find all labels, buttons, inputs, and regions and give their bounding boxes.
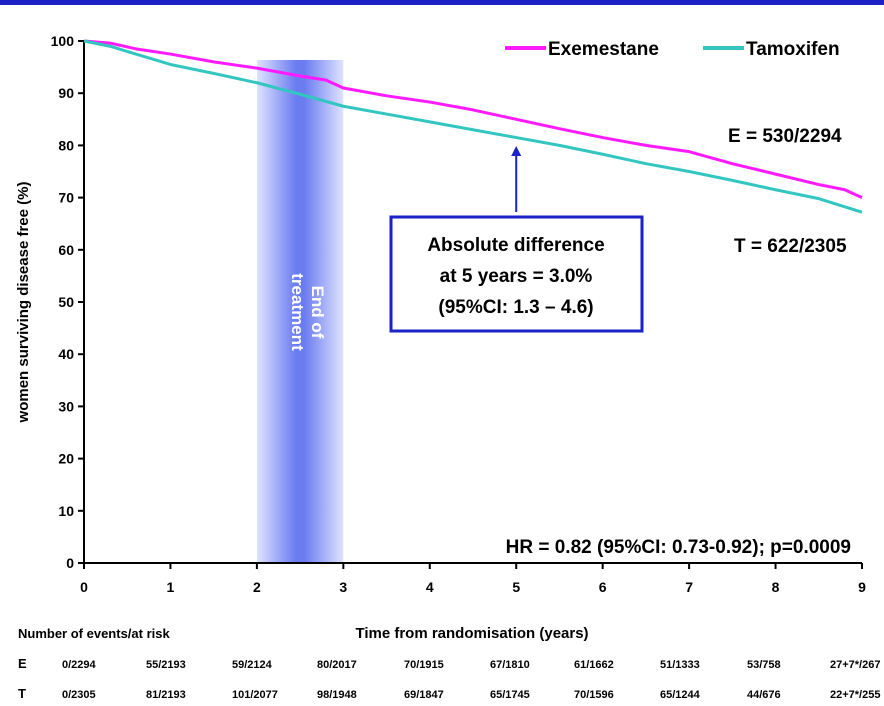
risk-cell: 81/2193 (146, 689, 186, 701)
x-tick-label: 3 (339, 579, 347, 595)
difference-box-line3: (95%CI: 1.3 – 4.6) (438, 297, 593, 318)
x-tick-label: 2 (253, 579, 261, 595)
x-ticks: 0 1 2 3 4 5 6 7 8 9 (80, 563, 866, 595)
x-tick-label: 6 (599, 579, 607, 595)
x-tick-label: 7 (685, 579, 693, 595)
band-label-line2: treatment (288, 273, 307, 351)
end-of-treatment-band (256, 60, 344, 563)
risk-cell: 80/2017 (317, 659, 357, 671)
difference-box-line1: Absolute difference (427, 235, 604, 256)
top-rule (0, 0, 884, 5)
series-line-exemestane (83, 39, 863, 199)
difference-box (389, 215, 644, 333)
y-tick-label: 90 (58, 85, 74, 101)
risk-cell: 70/1915 (404, 659, 444, 671)
x-tick-label: 9 (858, 579, 866, 595)
risk-cell: 0/2294 (62, 659, 97, 671)
tamoxifen-events-label: T = 622/2305 (734, 236, 847, 257)
risk-cell: 70/1596 (574, 689, 614, 701)
legend-label-exemestane: Exemestane (548, 39, 659, 60)
x-tick-label: 8 (772, 579, 780, 595)
legend: Exemestane Tamoxifen (505, 39, 840, 60)
x-tick-label: 1 (167, 579, 175, 595)
y-tick-label: 60 (58, 242, 74, 258)
y-tick-label: 20 (58, 451, 74, 467)
risk-table-cells: 0/2294 55/2193 59/2124 80/2017 70/1915 67/181… (62, 659, 880, 701)
y-ticks: 0 10 20 30 40 50 60 70 80 90 100 (51, 33, 84, 571)
risk-cell: 44/676 (747, 689, 781, 701)
risk-cell: 69/1847 (404, 689, 444, 701)
risk-cell: 65/1745 (490, 689, 530, 701)
risk-cell: 101/2077 (232, 689, 278, 701)
y-tick-label: 0 (66, 555, 74, 571)
y-tick-label: 40 (58, 346, 74, 362)
x-tick-label: 4 (426, 579, 434, 595)
difference-box-line2: at 5 years = 3.0% (440, 266, 593, 287)
risk-cell: 67/1810 (490, 659, 530, 671)
risk-cell: 0/2305 (62, 689, 96, 701)
risk-cell: 61/1662 (574, 659, 614, 671)
x-axis-title: Time from randomisation (years) (355, 625, 588, 642)
risk-cell: 98/1948 (317, 689, 357, 701)
exemestane-events-label: E = 530/2294 (728, 126, 842, 147)
y-tick-label: 70 (58, 190, 74, 206)
series-group (83, 39, 863, 214)
y-tick-label: 10 (58, 503, 74, 519)
risk-table-header: Number of events/at risk (18, 626, 170, 641)
legend-label-tamoxifen: Tamoxifen (746, 39, 840, 60)
risk-cell: 65/1244 (660, 689, 701, 701)
risk-cell: 53/758 (747, 659, 781, 671)
risk-row-label-t: T (18, 686, 26, 701)
series-line-tamoxifen (83, 39, 863, 214)
x-tick-label: 5 (512, 579, 520, 595)
risk-cell: 55/2193 (146, 659, 186, 671)
risk-cell: 51/1333 (660, 659, 700, 671)
risk-cell: 27+7*/267 (830, 659, 880, 671)
hazard-ratio-label: HR = 0.82 (95%CI: 0.73-0.92); p=0.0009 (506, 537, 851, 558)
x-tick-label: 0 (80, 579, 88, 595)
y-tick-label: 80 (58, 137, 74, 153)
y-tick-label: 100 (51, 33, 75, 49)
risk-cell: 22+7*/255 (830, 689, 880, 701)
y-axis-title: women surviving disease free (%) (15, 182, 32, 424)
y-tick-label: 50 (58, 294, 74, 310)
risk-row-label-e: E (18, 656, 27, 671)
difference-arrow-head (511, 146, 522, 156)
band-label-line1: End of (308, 286, 327, 339)
risk-cell: 59/2124 (232, 659, 273, 671)
y-tick-label: 30 (58, 398, 74, 414)
